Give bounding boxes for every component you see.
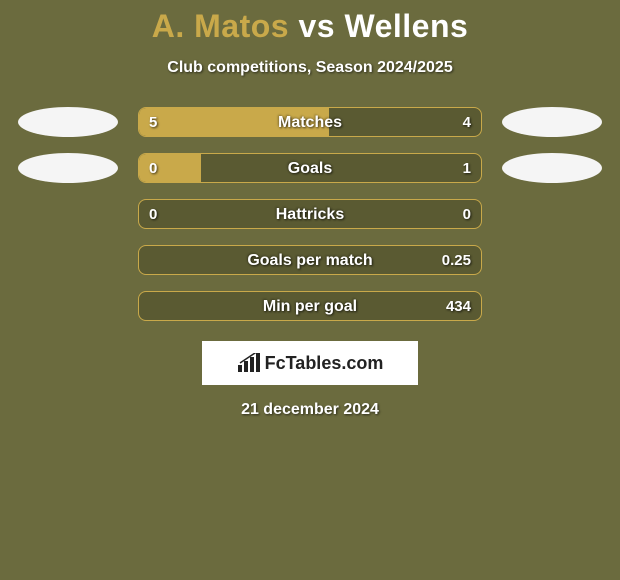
title-vs: vs xyxy=(298,8,335,44)
stat-right-value: 1 xyxy=(463,154,471,183)
player1-avatar xyxy=(18,153,118,183)
avatar-spacer xyxy=(18,245,118,275)
stat-row: 5Matches4 xyxy=(0,107,620,137)
player1-name: A. Matos xyxy=(152,8,289,44)
stat-left-value: 0 xyxy=(149,200,157,229)
stat-label: Min per goal xyxy=(139,292,481,321)
stat-bar: Goals per match0.25 xyxy=(138,245,482,275)
page-title: A. Matos vs Wellens xyxy=(0,8,620,45)
avatar-spacer xyxy=(18,291,118,321)
stat-bar: 0Goals1 xyxy=(138,153,482,183)
avatar-spacer xyxy=(502,245,602,275)
stat-label: Hattricks xyxy=(139,200,481,229)
stat-row: Min per goal434 xyxy=(0,291,620,321)
stat-bar: 0Hattricks0 xyxy=(138,199,482,229)
stat-bar: 5Matches4 xyxy=(138,107,482,137)
stat-row: 0Goals1 xyxy=(0,153,620,183)
stat-bar-left-fill xyxy=(139,154,201,182)
stat-right-value: 0.25 xyxy=(442,246,471,275)
stat-rows: 5Matches4 0Goals1 0Hattricks0 Goals per mat… xyxy=(0,107,620,321)
stat-label: Goals per match xyxy=(139,246,481,275)
stat-right-value: 434 xyxy=(446,292,471,321)
avatar-spacer xyxy=(502,199,602,229)
date-text: 21 december 2024 xyxy=(0,401,620,419)
avatar-spacer xyxy=(502,291,602,321)
stat-right-value: 4 xyxy=(463,108,471,137)
stat-row: 0Hattricks0 xyxy=(0,199,620,229)
stat-bar-left-fill xyxy=(139,108,329,136)
comparison-infographic: A. Matos vs Wellens Club competitions, S… xyxy=(0,0,620,580)
player2-avatar xyxy=(502,107,602,137)
stat-right-value: 0 xyxy=(463,200,471,229)
player1-avatar xyxy=(18,107,118,137)
logo-box: FcTables.com xyxy=(202,341,418,385)
stat-row: Goals per match0.25 xyxy=(0,245,620,275)
logo-text: FcTables.com xyxy=(265,353,384,374)
chart-icon xyxy=(237,353,261,373)
player2-avatar xyxy=(502,153,602,183)
stat-bar: Min per goal434 xyxy=(138,291,482,321)
subtitle: Club competitions, Season 2024/2025 xyxy=(0,59,620,77)
avatar-spacer xyxy=(18,199,118,229)
player2-name: Wellens xyxy=(344,8,468,44)
